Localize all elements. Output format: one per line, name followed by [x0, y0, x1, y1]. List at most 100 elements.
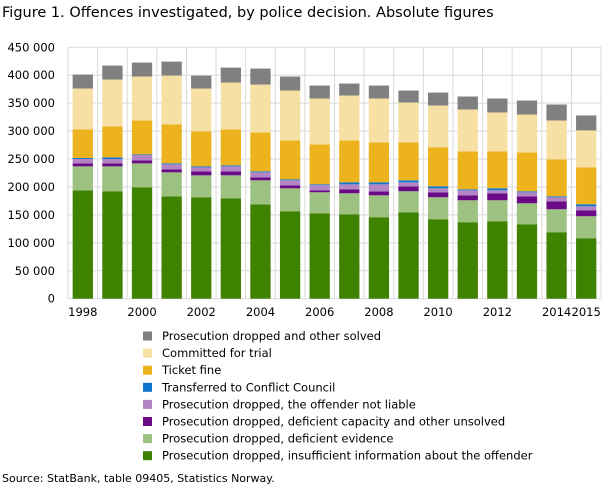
bar-segment — [368, 98, 390, 143]
bar-segment — [161, 124, 182, 164]
bar-segment — [102, 191, 123, 299]
bar-segment — [576, 204, 597, 207]
bar-segment — [72, 190, 93, 299]
legend-label: Committed for trial — [162, 346, 272, 360]
bar-segment — [546, 209, 567, 233]
bar-segment — [72, 159, 93, 164]
bar-segment — [131, 160, 153, 164]
legend-label: Transferred to Conflict Council — [161, 380, 335, 394]
bar-segment — [457, 195, 478, 201]
bar-segment — [576, 238, 597, 299]
bar-segment — [339, 182, 360, 185]
bar-segment — [487, 221, 508, 299]
bar-segment — [250, 171, 271, 173]
bar-segment — [576, 115, 597, 131]
bar-segment — [250, 204, 271, 299]
bar-segment — [250, 172, 271, 178]
bar-segment — [487, 193, 508, 201]
y-tick-label: 250 000 — [7, 152, 55, 166]
legend-label: Prosecution dropped, the offender not li… — [162, 397, 416, 411]
bar-segment — [427, 105, 449, 148]
bar-segment — [191, 166, 212, 168]
bar-segment — [102, 166, 123, 192]
bar-segment — [161, 164, 182, 170]
bar-segment — [368, 182, 390, 185]
bar-segment — [72, 88, 93, 130]
bar-segment — [398, 182, 419, 187]
bar-segment — [131, 62, 153, 77]
bar-segment — [279, 211, 301, 299]
bar-segment — [309, 144, 330, 185]
legend-swatch — [143, 365, 152, 375]
bar-segment — [427, 92, 449, 106]
legend-label: Prosecution dropped, insufficient inform… — [162, 449, 533, 463]
bar-segment — [457, 222, 478, 299]
legend-swatch — [143, 399, 152, 409]
bar-segment — [546, 159, 567, 197]
bar-segment — [191, 131, 212, 167]
bar-segment — [339, 140, 360, 183]
legend-label: Prosecution dropped and other solved — [162, 329, 381, 343]
bar-segment — [546, 120, 567, 160]
bar-segment — [220, 67, 242, 83]
bar-segment — [576, 210, 597, 217]
bar-segment — [161, 169, 182, 173]
bar-segment — [220, 175, 242, 199]
legend-swatch — [143, 434, 152, 444]
x-tick-label: 2015 — [572, 305, 601, 319]
x-tick-label: 2010 — [423, 305, 452, 319]
legend-swatch — [143, 382, 152, 392]
bar-segment — [279, 185, 301, 189]
legend-swatch — [143, 417, 152, 426]
bar-segment — [102, 65, 123, 80]
bar-segment — [487, 190, 508, 194]
bar-segment — [279, 90, 301, 141]
legend-swatch — [143, 348, 152, 358]
source-note: Source: StatBank, table 09405, Statistic… — [2, 472, 275, 485]
bar-segment — [161, 196, 182, 299]
bar-segment — [250, 68, 271, 85]
legend-label: Prosecution dropped, deficient evidence — [162, 432, 394, 446]
x-tick-label: 2002 — [187, 305, 216, 319]
bar-segment — [220, 82, 242, 130]
x-tick-label: 2012 — [483, 305, 512, 319]
bar-segment — [250, 132, 271, 172]
bar-segment — [516, 196, 538, 204]
bar-segment — [546, 196, 567, 198]
bar-segment — [131, 120, 153, 155]
bar-segment — [398, 90, 419, 103]
bar-segment — [457, 190, 478, 196]
bar-segment — [161, 172, 182, 197]
bar-segment — [131, 154, 153, 156]
bar-segment — [72, 129, 93, 159]
bar-segment — [576, 206, 597, 211]
bar-segment — [368, 217, 390, 299]
bar-segment — [131, 155, 153, 161]
bar-segment — [72, 74, 93, 89]
bar-segment — [427, 186, 449, 189]
bar-segment — [72, 166, 93, 191]
x-tick-label: 2006 — [305, 305, 334, 319]
bar-segment — [191, 167, 212, 172]
y-tick-label: 100 000 — [7, 236, 55, 250]
bar-segment — [457, 200, 478, 223]
bar-segment — [398, 191, 419, 213]
bar-segment — [220, 198, 242, 299]
bar-segment — [398, 142, 419, 181]
bar-segment — [161, 75, 182, 125]
bar-segment — [220, 165, 242, 167]
bar-segment — [339, 189, 360, 194]
bar-segment — [309, 98, 330, 145]
y-tick-label: 450 000 — [7, 40, 55, 54]
bar-segment — [516, 114, 538, 153]
bar-segment — [398, 180, 419, 183]
bar-segment — [279, 76, 301, 91]
legend-label: Prosecution dropped, deficient capacity … — [162, 415, 505, 429]
bar-segment — [191, 171, 212, 176]
y-tick-label: 300 000 — [7, 124, 55, 138]
legend-swatch — [143, 331, 152, 341]
bar-segment — [546, 201, 567, 210]
bar-segment — [398, 212, 419, 299]
bar-segment — [487, 200, 508, 222]
